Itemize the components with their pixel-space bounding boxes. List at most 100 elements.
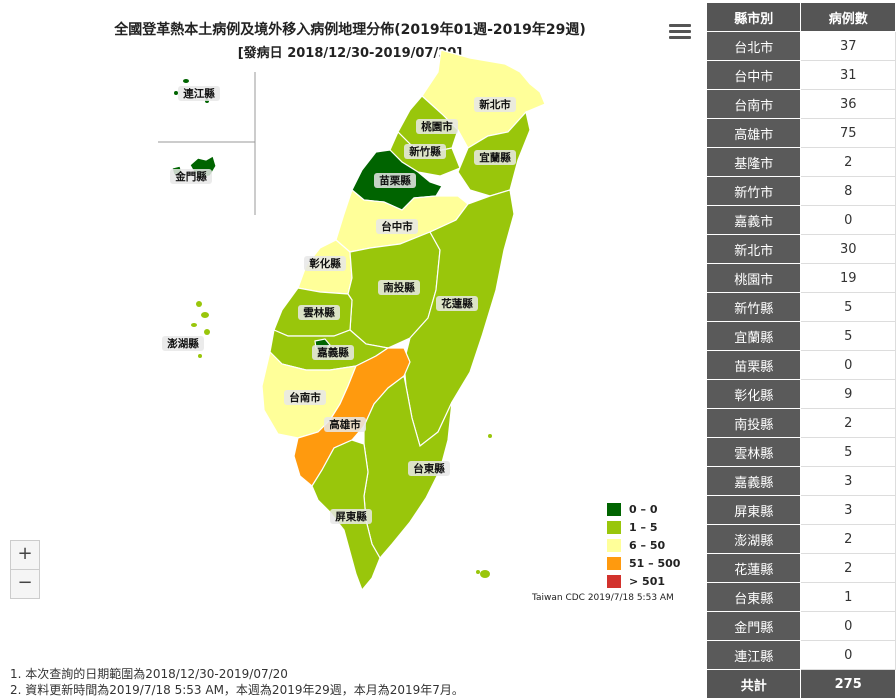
table-row: 新竹縣 5 <box>705 292 896 322</box>
table-row: 台東縣 1 <box>705 582 896 612</box>
county-name: 台南市 <box>705 89 802 119</box>
table-row: 彰化縣 9 <box>705 379 896 409</box>
legend-label: 1 – 5 <box>629 520 658 534</box>
county-name: 金門縣 <box>705 611 802 641</box>
legend-item[interactable]: > 501 <box>607 572 680 590</box>
penghu-county[interactable] <box>191 301 210 358</box>
header-cases[interactable]: 病例數 <box>800 2 896 32</box>
county-name: 台北市 <box>705 31 802 61</box>
county-name: 高雄市 <box>705 118 802 148</box>
table-row: 宜蘭縣 5 <box>705 321 896 351</box>
case-count: 0 <box>800 350 896 380</box>
header-county[interactable]: 縣市別 <box>705 2 802 32</box>
county-name: 桃園市 <box>705 263 802 293</box>
table-row: 連江縣 0 <box>705 640 896 670</box>
county-name: 新竹縣 <box>705 292 802 322</box>
hamburger-icon[interactable] <box>669 24 691 42</box>
legend-swatch <box>607 538 621 552</box>
map-panel: 全國登革熱本土病例及境外移入病例地理分佈(2019年01週-2019年29週) … <box>10 22 691 603</box>
table-row: 新竹市 8 <box>705 176 896 206</box>
label-yilan: 宜蘭縣 <box>479 151 511 164</box>
table-row: 屏東縣 3 <box>705 495 896 525</box>
county-name: 花蓮縣 <box>705 553 802 583</box>
label-pingtung: 屏東縣 <box>334 510 367 523</box>
case-count: 75 <box>800 118 896 148</box>
table-row: 嘉義縣 3 <box>705 466 896 496</box>
county-name: 嘉義市 <box>705 205 802 235</box>
footnote-1: 1. 本次查詢的日期範圍為2018/12/30-2019/07/20 <box>10 667 288 681</box>
county-name: 新北市 <box>705 234 802 264</box>
county-name: 連江縣 <box>705 640 802 670</box>
case-count: 0 <box>800 205 896 235</box>
label-yunlin: 雲林縣 <box>303 306 335 319</box>
table-row: 花蓮縣 2 <box>705 553 896 583</box>
total-label: 共計 <box>705 669 802 699</box>
case-count: 8 <box>800 176 896 206</box>
map-credit: Taiwan CDC 2019/7/18 5:53 AM <box>532 593 674 603</box>
case-count: 2 <box>800 408 896 438</box>
county-name: 台東縣 <box>705 582 802 612</box>
table-row: 台中市 31 <box>705 60 896 90</box>
county-name: 宜蘭縣 <box>705 321 802 351</box>
county-name: 雲林縣 <box>705 437 802 467</box>
case-count: 30 <box>800 234 896 264</box>
table-row: 嘉義市 0 <box>705 205 896 235</box>
case-count: 19 <box>800 263 896 293</box>
table-row: 桃園市 19 <box>705 263 896 293</box>
label-nantou: 南投縣 <box>383 281 415 294</box>
label-taoyuan: 桃園市 <box>421 120 453 133</box>
case-count: 9 <box>800 379 896 409</box>
table-row: 南投縣 2 <box>705 408 896 438</box>
case-count: 0 <box>800 611 896 641</box>
legend-label: > 501 <box>629 574 666 588</box>
legend-label: 51 – 500 <box>629 556 681 570</box>
case-count: 3 <box>800 466 896 496</box>
total-value: 275 <box>800 669 896 699</box>
legend-label: 0 – 0 <box>629 502 658 516</box>
legend-item[interactable]: 1 – 5 <box>607 518 680 536</box>
zoom-out-button[interactable]: − <box>10 569 40 599</box>
map-title: 全國登革熱本土病例及境外移入病例地理分佈(2019年01週-2019年29週) <box>114 22 586 38</box>
county-name: 屏東縣 <box>705 495 802 525</box>
label-new-taipei: 新北市 <box>479 98 511 111</box>
legend-item[interactable]: 51 – 500 <box>607 554 680 572</box>
case-count: 2 <box>800 147 896 177</box>
table-row: 台北市 37 <box>705 31 896 61</box>
county-name: 彰化縣 <box>705 379 802 409</box>
label-hualien: 花蓮縣 <box>441 297 473 310</box>
legend-swatch <box>607 502 621 516</box>
table-row: 台南市 36 <box>705 89 896 119</box>
legend-swatch <box>607 520 621 534</box>
label-miaoli: 苗栗縣 <box>379 174 411 187</box>
case-count-table: 縣市別 病例數 台北市 37 台中市 31 台南市 36 高雄市 75 基隆市 2 新竹市 8 嘉義市 0… <box>705 2 896 699</box>
case-count: 3 <box>800 495 896 525</box>
table-row: 基隆市 2 <box>705 147 896 177</box>
table-row: 金門縣 0 <box>705 611 896 641</box>
case-count: 37 <box>800 31 896 61</box>
legend-swatch <box>607 556 621 570</box>
case-count: 1 <box>800 582 896 612</box>
label-kaohsiung: 高雄市 <box>329 418 361 431</box>
table-row: 雲林縣 5 <box>705 437 896 467</box>
legend-label: 6 – 50 <box>629 538 666 552</box>
case-count: 31 <box>800 60 896 90</box>
label-penghu: 澎湖縣 <box>167 337 199 350</box>
county-name: 苗栗縣 <box>705 350 802 380</box>
legend: 0 – 0 1 – 5 6 – 50 51 – 500 > 501 <box>607 500 680 590</box>
table-row: 苗栗縣 0 <box>705 350 896 380</box>
legend-swatch <box>607 574 621 588</box>
legend-item[interactable]: 6 – 50 <box>607 536 680 554</box>
legend-item[interactable]: 0 – 0 <box>607 500 680 518</box>
label-tainan: 台南市 <box>289 391 321 404</box>
zoom-in-button[interactable]: + <box>10 540 40 570</box>
label-lienchiang: 連江縣 <box>183 87 215 100</box>
county-name: 基隆市 <box>705 147 802 177</box>
table-row: 高雄市 75 <box>705 118 896 148</box>
case-count: 2 <box>800 524 896 554</box>
case-count: 36 <box>800 89 896 119</box>
footnote-2: 2. 資料更新時間為2019/7/18 5:53 AM，本週為2019年29週，… <box>10 683 464 697</box>
county-name: 南投縣 <box>705 408 802 438</box>
case-count: 5 <box>800 321 896 351</box>
label-hsinchu: 新竹縣 <box>409 145 441 158</box>
table-row: 新北市 30 <box>705 234 896 264</box>
